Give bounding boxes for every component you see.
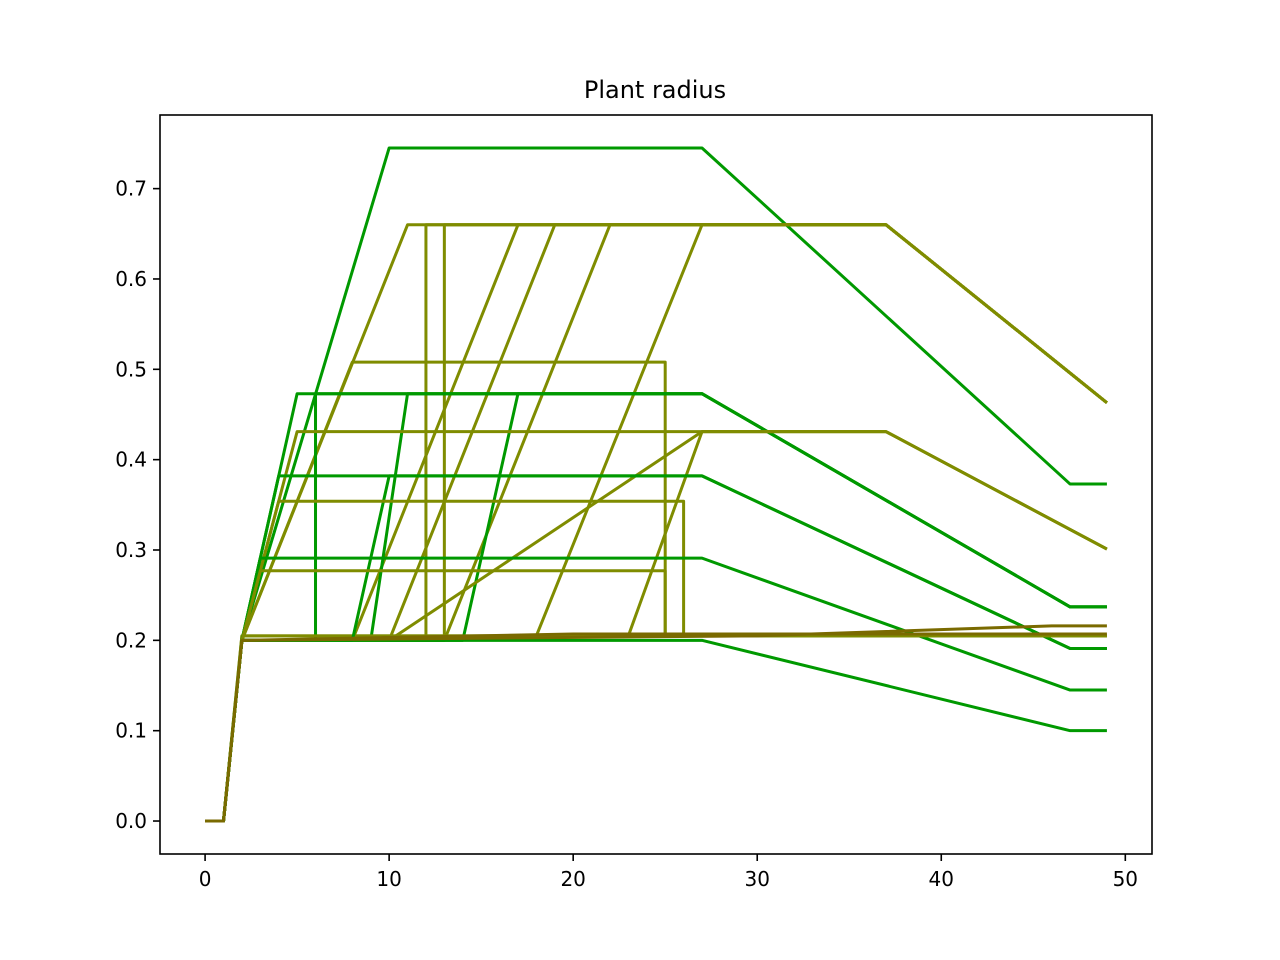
y-axis: 0.0 0.1 0.2 0.3 0.4 0.5 0.6 0.7 (115, 177, 160, 833)
x-tick-label: 50 (1113, 867, 1138, 891)
y-tick-label: 0.0 (115, 809, 147, 833)
y-tick-label: 0.7 (115, 177, 147, 201)
x-tick-label: 40 (929, 867, 954, 891)
plot-frame (159, 114, 1153, 855)
y-tick-label: 0.1 (115, 719, 147, 743)
x-axis: 0 10 20 30 40 50 (199, 854, 1138, 891)
y-tick-label: 0.4 (115, 448, 147, 472)
chart-title: Plant radius (584, 76, 726, 104)
y-tick-label: 0.2 (115, 628, 147, 652)
y-tick-label: 0.3 (115, 538, 147, 562)
y-tick-label: 0.6 (115, 267, 147, 291)
x-tick-label: 10 (376, 867, 401, 891)
x-tick-label: 30 (744, 867, 769, 891)
x-tick-label: 0 (199, 867, 212, 891)
x-tick-label: 20 (560, 867, 585, 891)
series-line-24 (205, 624, 1107, 823)
y-tick-label: 0.5 (115, 357, 147, 381)
series-layer (205, 146, 1108, 823)
